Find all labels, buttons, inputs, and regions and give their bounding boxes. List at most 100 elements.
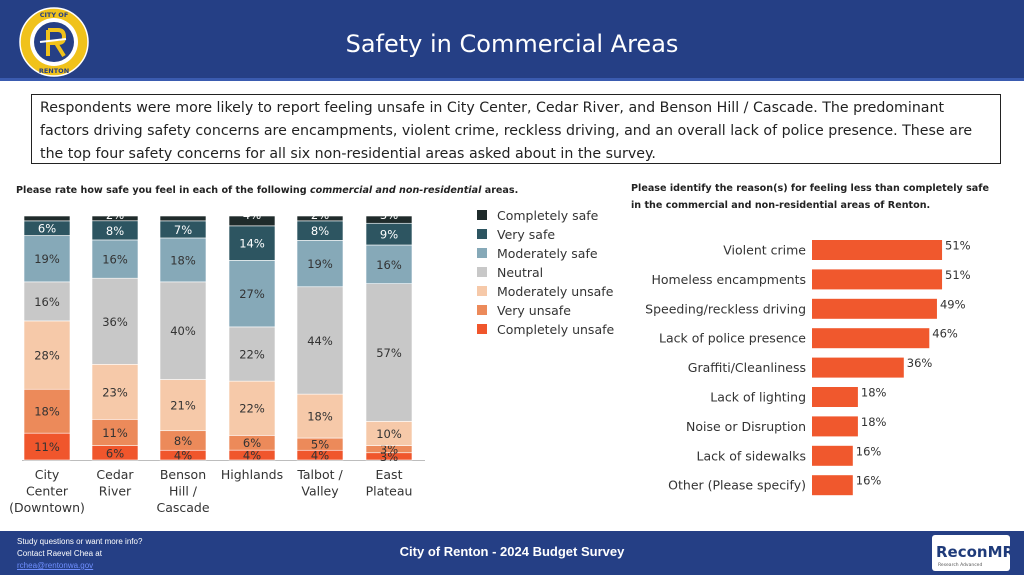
category-label: Hill / [169, 484, 198, 499]
footer-contact-line2: Contact Raevel Chea at [17, 549, 102, 558]
bar-segment-completely-safe [91, 215, 139, 222]
data-label: 4% [243, 208, 261, 222]
category-label: East [376, 467, 403, 482]
category-label: Noise or Disruption [686, 419, 806, 434]
bar-segment-completely-safe [23, 215, 71, 222]
data-label: 23% [102, 385, 128, 399]
legend-swatch [477, 286, 487, 296]
legend-swatch [477, 305, 487, 315]
legend-swatch [477, 267, 487, 277]
logo-text-top: CITY OF [40, 11, 69, 19]
data-label: 3% [380, 208, 398, 222]
logo-text-bottom: RENTON [39, 67, 69, 75]
bar [812, 416, 858, 437]
data-label: 5% [311, 438, 329, 452]
bar-segment-neutral [23, 281, 71, 322]
bar [812, 445, 853, 466]
data-label: 10% [376, 427, 402, 441]
category-label: River [99, 484, 132, 499]
data-label: 3% [380, 450, 398, 464]
footer-contact: Study questions or want more info? Conta… [17, 536, 142, 572]
bar-segment-completely-safe [228, 215, 276, 227]
data-label: 51% [945, 239, 971, 253]
bar-segment-completely-safe [159, 215, 207, 222]
category-label: Cedar [96, 467, 134, 482]
category-label: Plateau [366, 484, 413, 499]
legend-swatch [477, 324, 487, 334]
brand-name: ReconMR [936, 543, 1010, 561]
bar-segment-moderately-safe [365, 244, 413, 284]
bar-segment-neutral [365, 283, 413, 422]
data-label: 18% [861, 386, 887, 400]
header-bar [0, 0, 1024, 81]
category-label: Homeless encampments [651, 272, 806, 287]
data-label: 44% [307, 334, 333, 348]
category-label: Violent crime [723, 243, 806, 258]
bar-segment-completely-safe [365, 215, 413, 224]
bar-segment-moderately-unsafe [159, 379, 207, 432]
legend-entry: Completely unsafe [497, 322, 615, 337]
bar [812, 240, 943, 260]
bar [812, 298, 937, 319]
category-label: Center [26, 484, 69, 499]
data-label: 8% [106, 224, 124, 238]
bar-segment-moderately-unsafe [228, 380, 276, 436]
bar-segment-moderately-unsafe [91, 364, 139, 420]
category-label: Lack of sidewalks [697, 448, 806, 463]
data-label: 3% [380, 443, 398, 457]
bar [812, 328, 930, 349]
data-label: 18% [34, 405, 60, 419]
footer-contact-line1: Study questions or want more info? [17, 537, 143, 546]
brand-sub: Research Advanced [938, 562, 982, 568]
data-label: 9% [380, 228, 398, 242]
question-text-end: areas. [481, 185, 519, 196]
bar-segment-moderately-unsafe [365, 421, 413, 446]
legend-entry: Moderately safe [497, 246, 598, 261]
data-label: 8% [311, 224, 329, 238]
data-label: 46% [932, 327, 958, 341]
bar-segment-moderately-safe [91, 239, 139, 279]
data-label: 16% [102, 253, 128, 267]
data-label: 40% [170, 324, 196, 338]
bar-segment-completely-unsafe [23, 432, 71, 461]
unsafe-reasons-bar-chart: Violent crime 51% Homeless encampments 51% S… [645, 239, 971, 496]
data-label: 16% [856, 474, 882, 488]
legend-swatch [477, 210, 487, 220]
data-label: 16% [856, 444, 882, 458]
data-label: 8% [174, 434, 192, 448]
bar-segment-very-safe [228, 225, 276, 261]
category-label: Lack of lighting [710, 390, 806, 405]
stacked-chart-question: Please rate how safe you feel in each of… [16, 185, 518, 196]
bar-segment-neutral [228, 326, 276, 382]
legend-entry: Very unsafe [497, 303, 571, 318]
bar-segment-neutral [159, 281, 207, 380]
category-label: Cascade [156, 500, 209, 515]
data-label: 19% [307, 257, 333, 271]
data-label: 36% [102, 315, 128, 329]
data-label: 2% [311, 208, 329, 222]
category-label: Other (Please specify) [668, 478, 806, 493]
data-label: 6% [106, 446, 124, 460]
data-label: 4% [174, 449, 192, 463]
data-label: 49% [940, 297, 966, 311]
bar [812, 269, 943, 290]
category-label: Graffiti/Cleanliness [688, 360, 806, 375]
bar-segment-moderately-unsafe [23, 320, 71, 390]
data-label: 6% [38, 222, 56, 236]
bar-chart-question: Please identify the reason(s) for feelin… [631, 183, 989, 211]
category-label: Highlands [221, 467, 283, 482]
bar-segment-moderately-safe [159, 237, 207, 283]
data-label: 16% [376, 258, 402, 272]
data-label: 6% [243, 436, 261, 450]
legend-swatch [477, 248, 487, 258]
bar-segment-neutral [296, 286, 344, 395]
safety-rating-stacked-chart: 11% 18% 28% 16% 19% 6% City Center(Downtown) 6% 1… [9, 208, 425, 515]
data-label: 36% [907, 356, 933, 370]
category-label: Talbot / [296, 467, 343, 482]
contact-email-link[interactable]: rchea@rentonwa.gov [17, 561, 94, 570]
page-title: Safety in Commercial Areas [345, 30, 679, 58]
question-emphasis: commercial and non-residential [309, 185, 482, 196]
footer-bar [0, 531, 1024, 575]
data-label: 57% [376, 346, 402, 360]
legend-entry: Moderately unsafe [497, 284, 614, 299]
